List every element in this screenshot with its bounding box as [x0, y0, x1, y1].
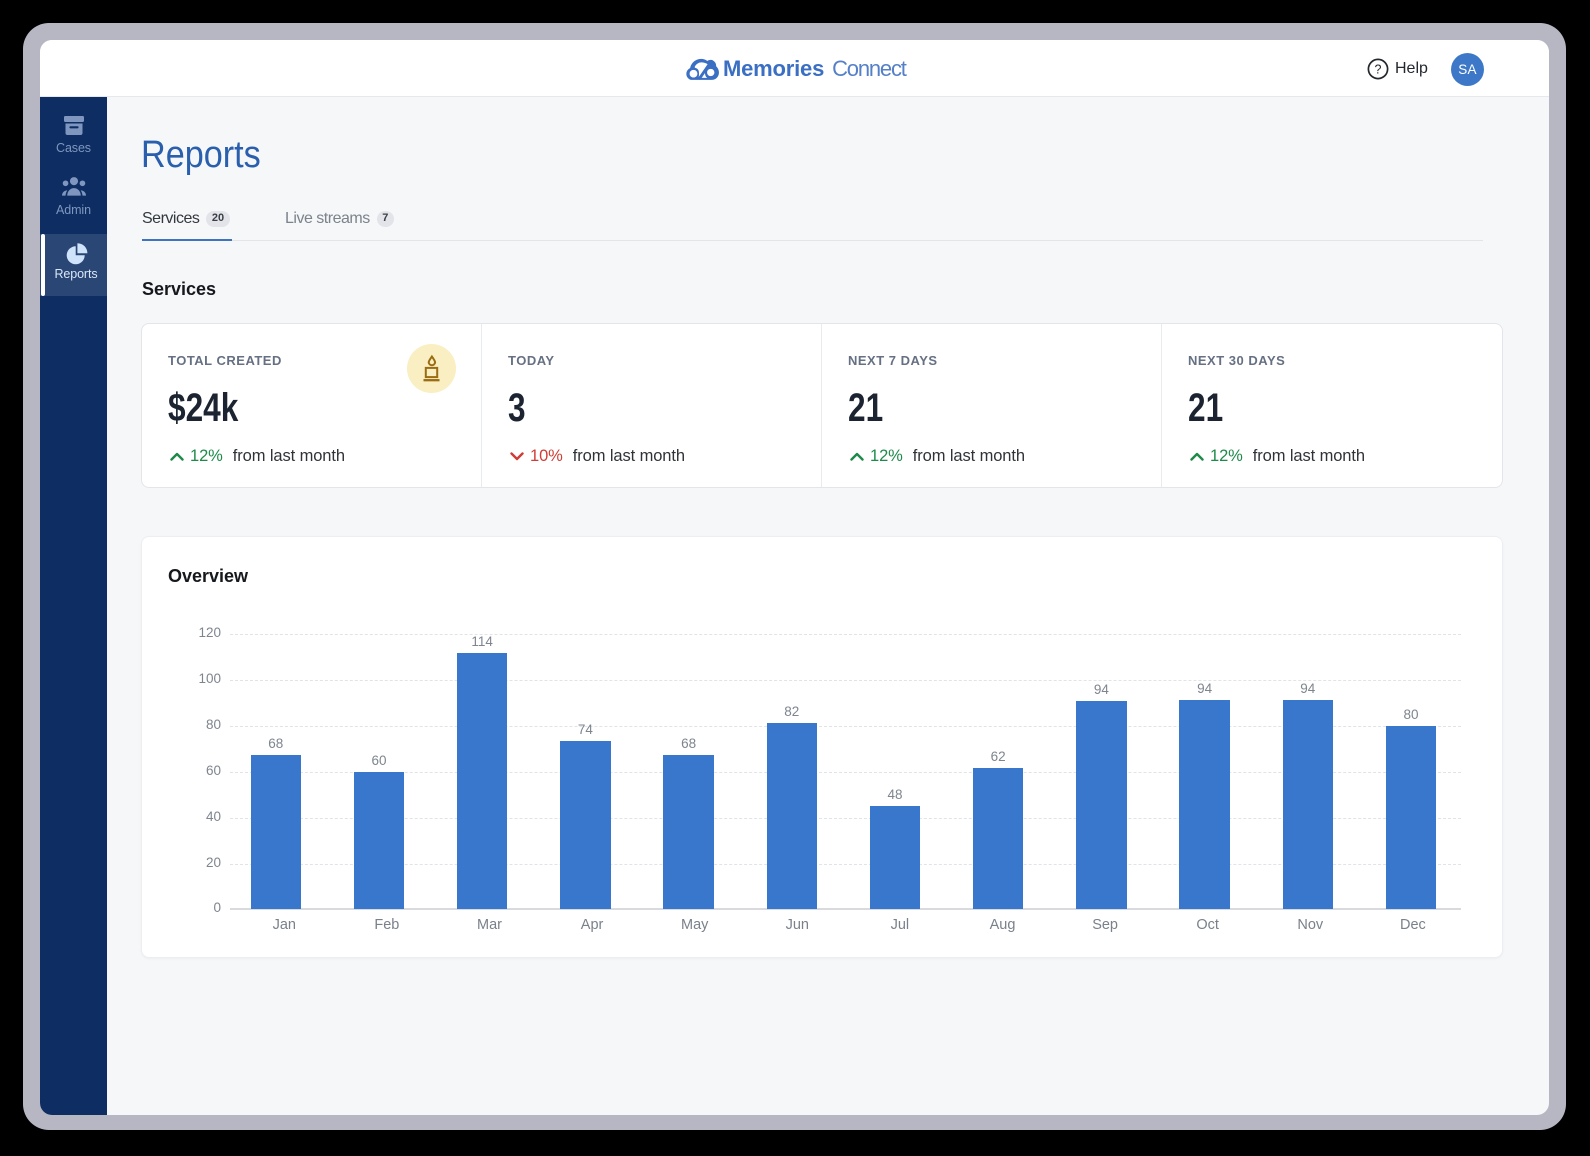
- svg-text:?: ?: [1375, 62, 1382, 76]
